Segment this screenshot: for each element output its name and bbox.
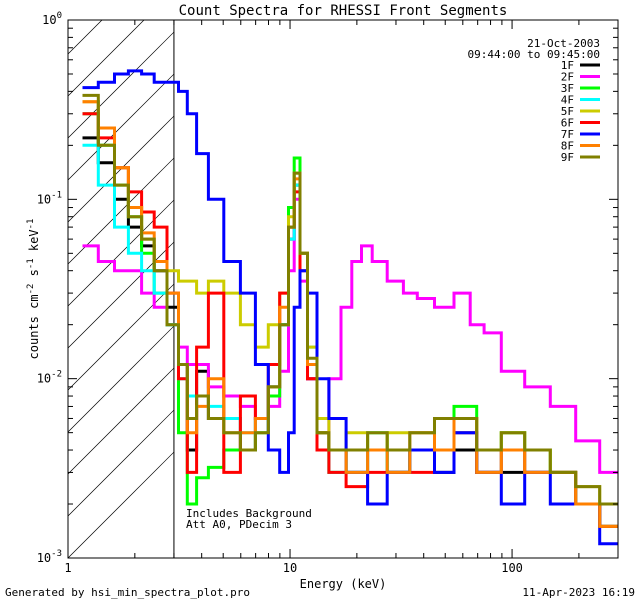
time-range-text: 09:44:00 to 09:45:00	[468, 48, 600, 61]
series-lines	[82, 69, 618, 546]
y-tick-label: 10-3	[37, 549, 62, 565]
timestamp-text: 11-Apr-2023 16:19	[522, 586, 635, 599]
series-line-5f	[82, 100, 618, 506]
legend-label-4f: 4F	[561, 94, 574, 107]
plot-frame	[67, 19, 619, 559]
hatch-line	[68, 31, 175, 139]
notes: Includes Background Att A0, PDecim 3	[186, 507, 312, 531]
hatch-line	[68, 199, 175, 307]
hatch-line	[68, 325, 175, 433]
note-attenuator: Att A0, PDecim 3	[186, 518, 292, 531]
axes: 1 10 100 100 10-1 10-2 10-3	[37, 11, 619, 575]
x-axis-label: Energy (keV)	[300, 577, 387, 591]
series-line-3f	[82, 112, 618, 528]
hatch-line	[68, 20, 145, 97]
legend-label-1f: 1F	[561, 59, 574, 72]
y-tick-label: 10-1	[37, 190, 62, 206]
hatch-line	[68, 283, 175, 391]
shaded-region	[68, 0, 175, 558]
note-background: Includes Background	[186, 507, 312, 520]
chart-title: Count Spectra for RHESSI Front Segments	[179, 3, 508, 19]
date-annotation: 21-Oct-2003 09:44:00 to 09:45:00	[468, 37, 600, 61]
hatch-line	[68, 73, 175, 181]
y-tick-label: 10-2	[37, 370, 62, 386]
hatch-line	[68, 451, 175, 558]
series-line-9f	[82, 93, 618, 506]
hatch-line	[68, 409, 175, 517]
generated-by-text: Generated by hsi_min_spectra_plot.pro	[5, 586, 250, 599]
hatch-line	[68, 0, 174, 12]
hatch-line	[68, 241, 175, 349]
y-axis-label: counts cm-2 s-1 keV-1	[26, 219, 41, 360]
hatch-line	[68, 367, 175, 475]
hatch-line	[68, 157, 175, 265]
legend-label-3f: 3F	[561, 82, 574, 95]
legend-label-9f: 9F	[561, 151, 574, 164]
series-line-1f	[82, 136, 618, 528]
series-line-6f	[82, 112, 618, 528]
legend-label-6f: 6F	[561, 117, 574, 130]
x-tick-label: 10	[283, 561, 297, 575]
legend-label-2f: 2F	[561, 71, 574, 84]
legend-label-5f: 5F	[561, 105, 574, 118]
x-tick-label: 1	[64, 561, 71, 575]
legend-label-7f: 7F	[561, 128, 574, 141]
legend-label-8f: 8F	[561, 140, 574, 153]
y-tick-label: 100	[42, 11, 62, 27]
hatch-line	[68, 20, 103, 55]
date-text: 21-Oct-2003	[527, 37, 600, 50]
x-tick-label: 100	[501, 561, 523, 575]
